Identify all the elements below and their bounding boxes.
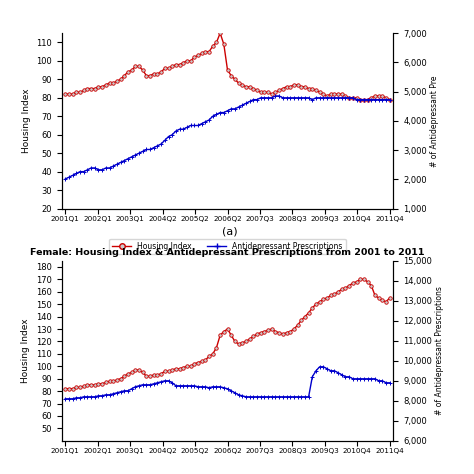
Y-axis label: # of Antidepressant Prescriptions: # of Antidepressant Prescriptions [435,286,444,415]
Y-axis label: Housing Index: Housing Index [21,319,30,383]
Y-axis label: # of Antidepressant Pre: # of Antidepressant Pre [429,75,438,167]
Legend: Housing Index, Antidepressant Prescriptions: Housing Index, Antidepressant Prescripti… [109,239,346,254]
Title: Female: Housing Index & Antidepressant Prescriptions from 2001 to 2011: Female: Housing Index & Antidepressant P… [30,248,425,257]
Text: (a): (a) [222,227,237,237]
Y-axis label: Housing Index: Housing Index [22,89,31,153]
